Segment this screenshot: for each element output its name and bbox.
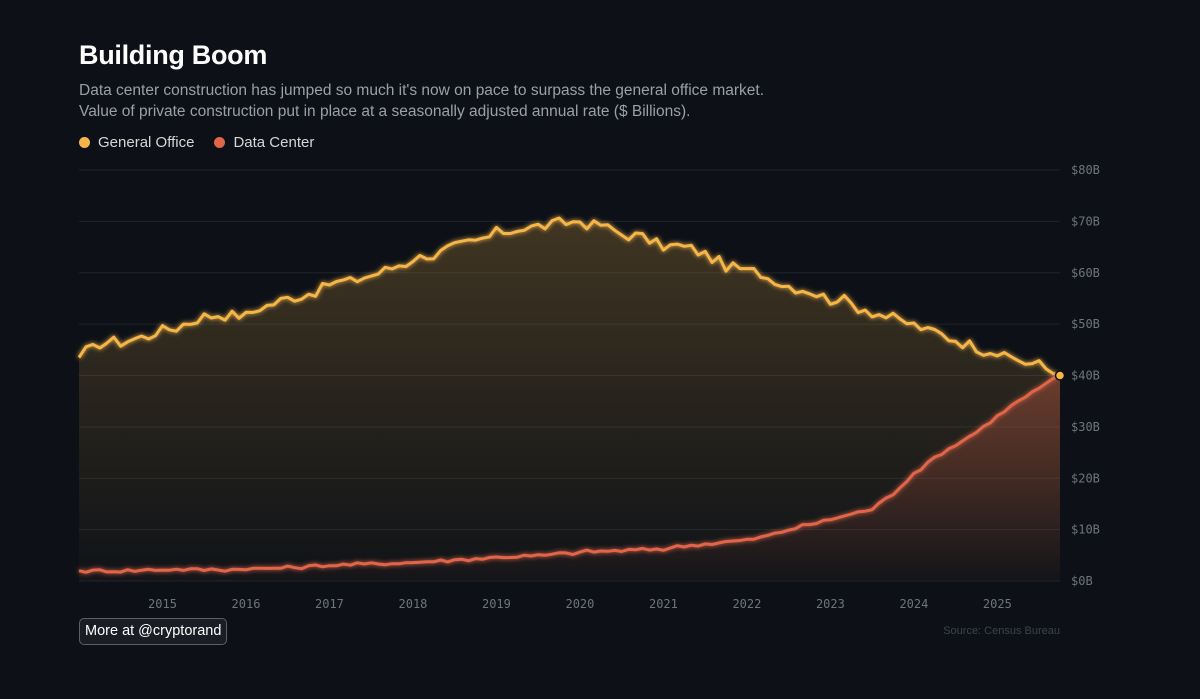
line-data-center [78, 374, 1061, 574]
legend-label-data-center: Data Center [233, 134, 315, 151]
x-tick-label-2021: 2021 [649, 597, 678, 611]
x-tick-label-2020: 2020 [565, 597, 594, 611]
end-point-marker [1054, 370, 1066, 381]
y-tick-label-30: $30B [1071, 420, 1100, 434]
y-axis: $0B $10B $20B $30B $40B $50B $60B $70B $80B [1071, 163, 1100, 588]
area-data-center [79, 375, 1060, 581]
x-tick-label-2025: 2025 [983, 597, 1012, 611]
y-tick-label-70: $70B [1071, 214, 1100, 228]
legend-item-general-office[interactable]: General Office [79, 134, 194, 151]
series-lines [77, 216, 1066, 574]
x-tick-label-2023: 2023 [816, 597, 845, 611]
x-axis: 2015 2016 2017 2018 2019 2020 2021 2022 2023 2024… [148, 597, 1012, 611]
x-tick-label-2019: 2019 [482, 597, 511, 611]
y-tick-label-60: $60B [1071, 266, 1100, 280]
y-tick-label-20: $20B [1071, 471, 1100, 485]
legend-item-data-center[interactable]: Data Center [214, 134, 314, 151]
chart-title: Building Boom [79, 40, 268, 70]
more-at-cryptorand-button[interactable]: More at @cryptorand [79, 618, 228, 645]
chart-subtitle: Data center construction has jumped so m… [79, 80, 979, 122]
series-areas [79, 218, 1060, 581]
legend-dot-data-center [214, 137, 226, 148]
line-general-office [77, 216, 1061, 377]
y-tick-label-0: $0B [1071, 574, 1093, 588]
subtitle-line-2: Value of private construction put in pla… [79, 103, 691, 120]
legend-dot-general-office [79, 137, 90, 148]
chart-legend: General Office Data Center [79, 134, 314, 151]
y-tick-label-40: $40B [1071, 369, 1100, 383]
x-tick-label-2022: 2022 [732, 597, 761, 611]
legend-label-general-office: General Office [98, 134, 195, 151]
x-tick-label-2015: 2015 [148, 597, 177, 611]
subtitle-line-1: Data center construction has jumped so m… [79, 82, 765, 99]
area-general-office [79, 218, 1060, 581]
x-tick-label-2016: 2016 [232, 597, 261, 611]
x-tick-label-2017: 2017 [315, 597, 344, 611]
y-tick-label-10: $10B [1071, 523, 1100, 537]
source-note: Source: Census Bureau [943, 625, 1060, 637]
y-tick-label-50: $50B [1071, 317, 1100, 331]
y-tick-label-80: $80B [1071, 163, 1100, 177]
x-tick-label-2018: 2018 [399, 597, 428, 611]
x-tick-label-2024: 2024 [899, 597, 928, 611]
